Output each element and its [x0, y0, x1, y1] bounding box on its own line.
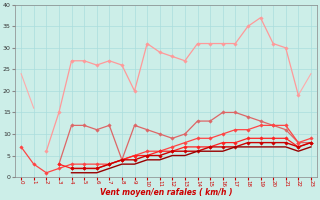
- X-axis label: Vent moyen/en rafales ( km/h ): Vent moyen/en rafales ( km/h ): [100, 188, 232, 197]
